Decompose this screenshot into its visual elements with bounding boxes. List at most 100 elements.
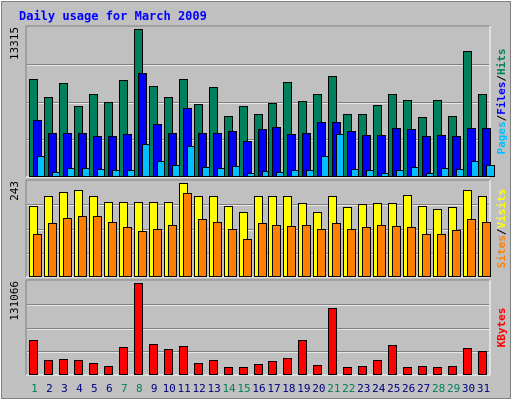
day-label-2: 2 <box>46 382 53 395</box>
bar-fill <box>168 133 177 177</box>
day-label-30: 30 <box>462 382 475 395</box>
legend-entry: Files <box>495 82 508 115</box>
bar-kbytes-day-11 <box>179 346 188 375</box>
bar-fill <box>224 367 233 375</box>
bar-fill <box>33 120 42 177</box>
bar-fill <box>268 361 277 375</box>
day-label-6: 6 <box>106 382 113 395</box>
bar-outline <box>437 234 446 277</box>
bar-sites-day-19 <box>302 225 311 277</box>
bar-sites-day-17 <box>272 225 281 277</box>
chart-title: Daily usage for March 2009 <box>19 9 207 23</box>
bar-outline <box>373 360 382 375</box>
bar-fill <box>336 134 345 177</box>
bar-sites-day-11 <box>183 193 192 277</box>
bar-outline <box>48 223 57 277</box>
bar-fill <box>243 141 252 177</box>
bar-fill <box>456 169 465 177</box>
day-label-7: 7 <box>121 382 128 395</box>
legend-entry: Hits <box>495 49 508 76</box>
panel-legend-middle: Sites/Visits <box>495 189 508 269</box>
bar-kbytes-day-25 <box>388 345 397 375</box>
bar-outline <box>29 340 38 375</box>
legend-entry: / <box>495 75 508 82</box>
bar-fill <box>123 227 132 277</box>
bar-outline <box>134 283 143 375</box>
bar-fill <box>258 223 267 277</box>
bar-kbytes-day-15 <box>239 367 248 375</box>
bar-outline <box>283 358 292 375</box>
bar-files-day-2 <box>48 133 57 177</box>
day-label-20: 20 <box>312 382 325 395</box>
bar-outline <box>33 234 42 277</box>
bar-outline <box>149 344 158 375</box>
bar-fill <box>347 131 356 177</box>
bar-outline <box>287 226 296 277</box>
bar-fill <box>179 346 188 375</box>
bar-kbytes-day-19 <box>298 340 307 375</box>
bar-fill <box>202 167 211 177</box>
bar-outline <box>44 360 53 375</box>
bar-fill <box>478 351 487 375</box>
bar-fill <box>33 234 42 277</box>
day-label-10: 10 <box>163 382 176 395</box>
bar-sites-day-20 <box>317 229 326 277</box>
bar-outline <box>347 229 356 277</box>
day-label-9: 9 <box>151 382 158 395</box>
bar-fill <box>134 283 143 375</box>
legend-entry: / <box>495 228 508 235</box>
bar-outline <box>482 222 491 277</box>
bar-kbytes-day-28 <box>433 367 442 375</box>
bar-fill <box>396 170 405 177</box>
bar-fill <box>448 366 457 375</box>
bar-sites-day-23 <box>362 227 371 277</box>
bar-files-day-17 <box>272 127 281 177</box>
day-label-26: 26 <box>402 382 415 395</box>
bar-fill <box>89 94 98 177</box>
bar-fill <box>254 364 263 375</box>
bar-fill <box>486 165 495 177</box>
bar-fill <box>377 135 386 177</box>
bar-fill <box>52 172 61 177</box>
bar-fill <box>388 345 397 375</box>
bar-outline <box>209 360 218 375</box>
bar-fill <box>239 367 248 375</box>
legend-entry: Sites <box>495 235 508 268</box>
day-label-5: 5 <box>91 382 98 395</box>
bar-kbytes-day-6 <box>104 366 113 375</box>
bar-fill <box>228 131 237 177</box>
bar-kbytes-day-21 <box>328 308 337 375</box>
bar-fill <box>317 122 326 177</box>
bar-fill <box>59 359 68 375</box>
legend-entry: Pages <box>495 121 508 154</box>
bar-fill <box>187 146 196 177</box>
day-label-16: 16 <box>252 382 265 395</box>
bar-fill <box>377 225 386 277</box>
bar-fill <box>452 230 461 277</box>
bar-kbytes-day-17 <box>268 361 277 375</box>
bar-sites-day-30 <box>467 219 476 277</box>
bar-fill <box>127 170 136 177</box>
bar-outline <box>258 223 267 277</box>
bar-fill <box>291 170 300 177</box>
bar-fill <box>467 128 476 177</box>
bar-outline <box>272 225 281 277</box>
bar-fill <box>213 133 222 177</box>
bar-outline <box>343 367 352 375</box>
bar-sites-day-13 <box>213 222 222 277</box>
bar-fill <box>358 366 367 375</box>
bar-kbytes-day-7 <box>119 347 128 375</box>
bar-files-day-27 <box>422 136 431 177</box>
bar-fill <box>437 135 446 177</box>
bar-outline <box>93 216 102 277</box>
bar-sites-day-26 <box>407 227 416 277</box>
bar-outline <box>377 225 386 277</box>
bar-fill <box>112 170 121 177</box>
bar-outline <box>239 367 248 375</box>
bar-kbytes-day-20 <box>313 365 322 375</box>
bar-sites-day-8 <box>138 231 147 277</box>
bar-sites-day-21 <box>332 223 341 277</box>
bar-outline <box>328 308 337 375</box>
bar-fill <box>463 51 472 177</box>
